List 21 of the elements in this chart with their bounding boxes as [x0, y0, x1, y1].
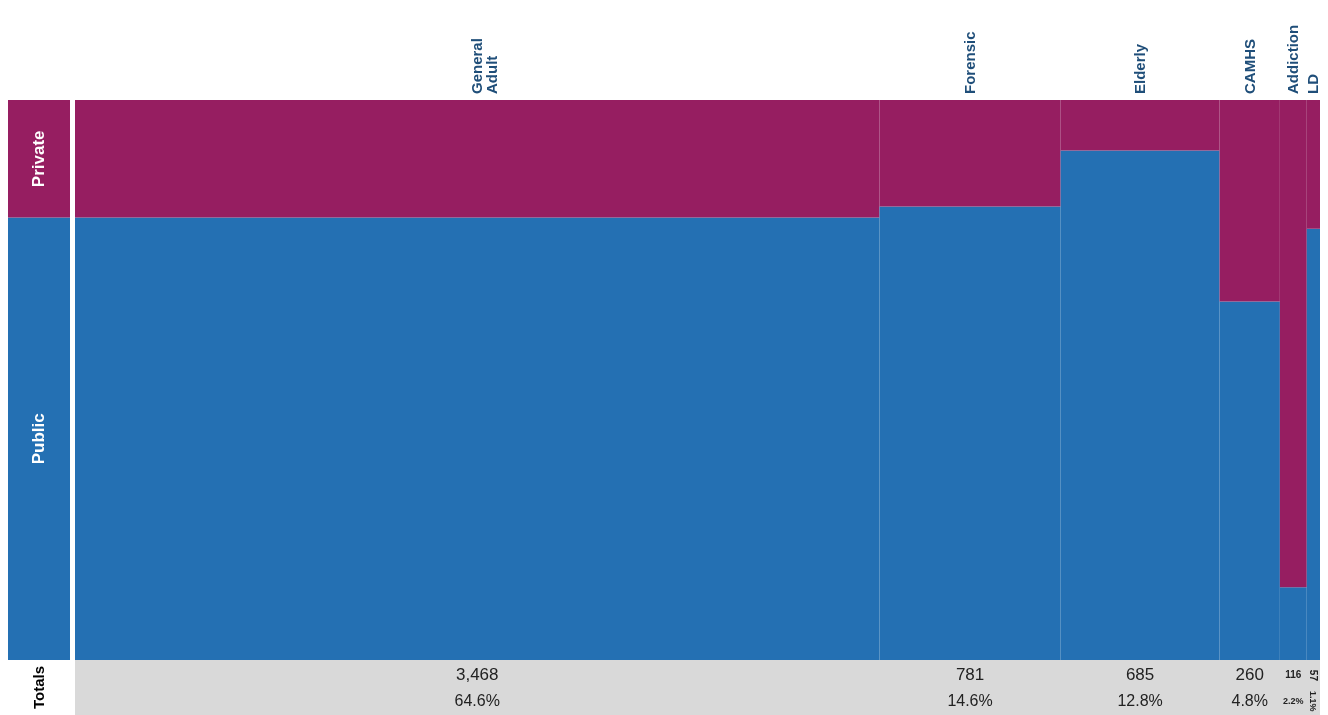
text: 12.8%: [1117, 692, 1163, 710]
text: 3,468: [455, 665, 499, 685]
text: 57: [1308, 669, 1320, 682]
text: Private: [29, 130, 48, 188]
text: Totals: [30, 665, 47, 710]
text: 260: [1235, 665, 1264, 685]
text: 116: [1285, 669, 1302, 681]
text: 2.2%: [1283, 696, 1304, 707]
text: 685: [1125, 665, 1155, 685]
x-tick-label: Forensic: [961, 31, 979, 94]
x-tick-label: Elderly: [1131, 43, 1149, 94]
text: 781: [955, 665, 985, 685]
x-tick-label: LD: [1304, 73, 1322, 94]
x-tick-label: Addiction: [1284, 24, 1302, 94]
text: 14.6%: [947, 692, 993, 710]
text: 4.8%: [1231, 692, 1268, 710]
text: Public: [29, 413, 48, 465]
x-tick-label: CAMHS: [1240, 39, 1258, 94]
x-tick-label: General Adult: [468, 38, 501, 94]
text: 1.1%: [1308, 690, 1319, 712]
text: 64.6%: [454, 692, 500, 710]
